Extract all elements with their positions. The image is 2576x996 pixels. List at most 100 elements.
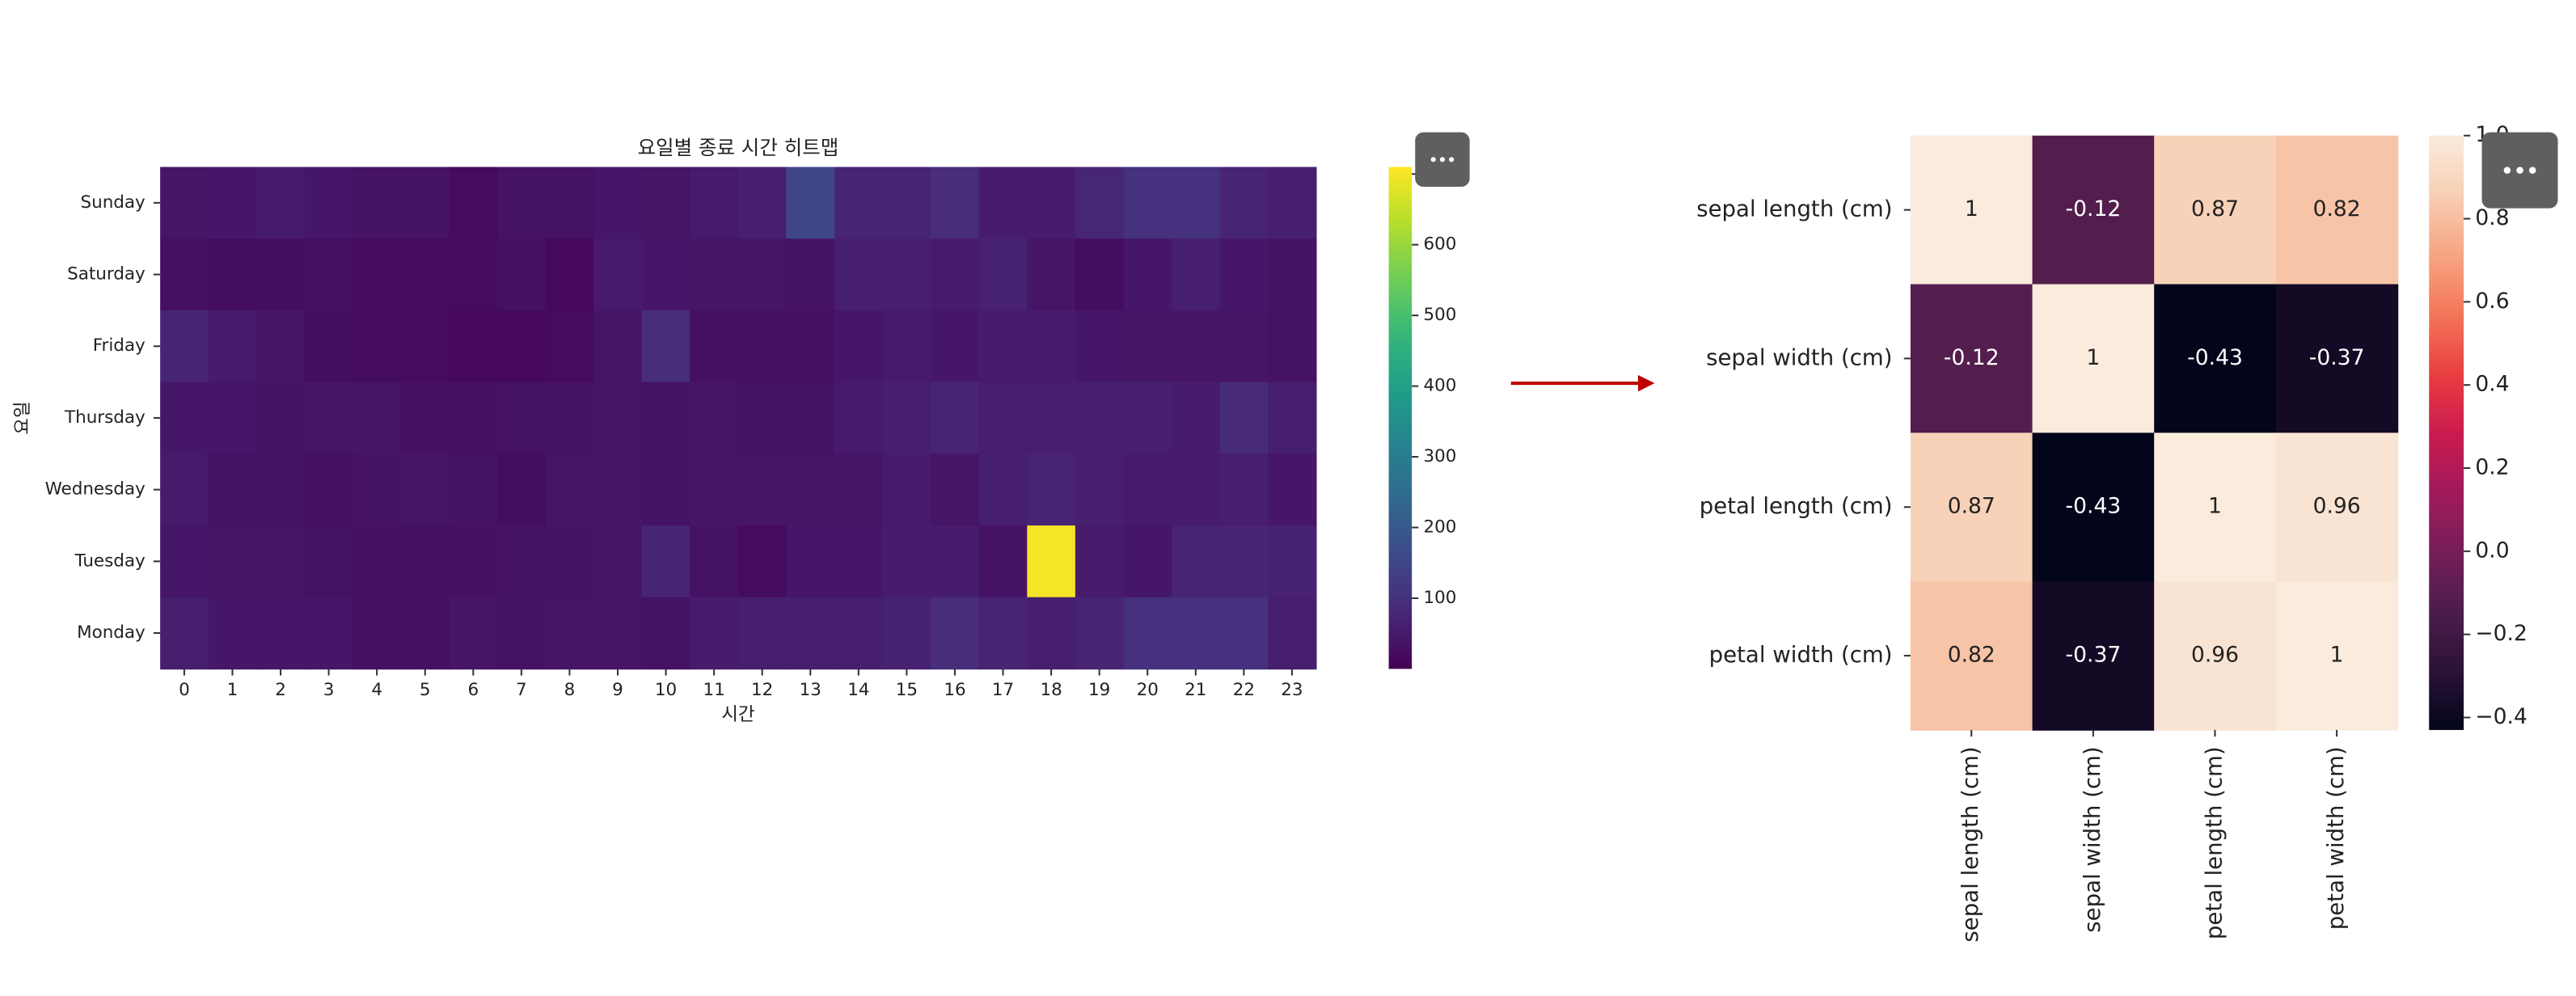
heat-cell xyxy=(545,454,595,526)
heat-cell xyxy=(160,167,209,240)
heat-cell xyxy=(641,597,691,670)
heat-cell xyxy=(1172,167,1221,240)
more-dot xyxy=(2528,167,2536,174)
x-tick-label: sepal width (cm) xyxy=(2079,746,2105,932)
colorbar-tick-label: −0.2 xyxy=(2475,621,2527,646)
heat-cell xyxy=(737,454,788,526)
y-tick-label: petal length (cm) xyxy=(1700,492,1893,519)
heat-cell xyxy=(641,454,691,526)
heat-cell xyxy=(497,525,547,598)
cell-label: -0.12 xyxy=(2066,196,2122,222)
heat-cell xyxy=(1075,382,1125,455)
heat-cell xyxy=(2032,581,2156,731)
heat-cell xyxy=(2154,581,2277,731)
x-tick-label: 21 xyxy=(1185,680,1206,700)
heat-cell xyxy=(690,382,739,455)
heat-cell xyxy=(1027,382,1076,455)
heat-cell xyxy=(1219,382,1269,455)
heat-cell xyxy=(690,238,739,311)
heat-cell xyxy=(690,597,739,670)
heat-cell xyxy=(931,382,980,455)
heat-cell xyxy=(786,525,835,598)
heat-cell xyxy=(1268,454,1317,526)
heat-cell xyxy=(400,310,450,383)
heat-cell xyxy=(593,454,643,526)
heat-cell xyxy=(1075,310,1125,383)
heat-cell xyxy=(256,525,306,598)
x-tick-label: 19 xyxy=(1088,680,1110,700)
heat-cell xyxy=(353,597,402,670)
heat-cell xyxy=(400,238,450,311)
heat-cell xyxy=(834,310,884,383)
heat-cell xyxy=(353,525,402,598)
colorbar-tick-label: 0.0 xyxy=(2475,538,2509,563)
colorbar-tick-label: 100 xyxy=(1423,588,1456,608)
x-tick-label: 23 xyxy=(1281,680,1303,700)
cell-label: 1 xyxy=(2330,643,2344,668)
x-tick-label: 12 xyxy=(751,680,773,700)
heat-cell xyxy=(353,310,402,383)
heat-cell xyxy=(786,238,835,311)
heat-cell xyxy=(641,525,691,598)
x-tick-label: 11 xyxy=(703,680,724,700)
x-tick-label: 18 xyxy=(1040,680,1062,700)
heat-cell xyxy=(1123,597,1172,670)
x-tick-label: petal width (cm) xyxy=(2322,746,2349,930)
y-tick-label: petal width (cm) xyxy=(1709,641,1893,668)
colorbar-tick-label: 400 xyxy=(1423,376,1456,396)
heat-cell xyxy=(449,597,498,670)
heat-cell xyxy=(1075,238,1125,311)
heat-cell xyxy=(931,167,980,240)
heat-cell xyxy=(353,382,402,455)
heat-cell xyxy=(400,525,450,598)
x-axis-label: 시간 xyxy=(721,704,754,725)
heat-cell xyxy=(882,310,931,383)
more-dot xyxy=(1430,157,1436,162)
heat-cell xyxy=(978,310,1028,383)
y-tick-label: Wednesday xyxy=(45,479,146,500)
heat-cell xyxy=(449,382,498,455)
heat-cell xyxy=(593,382,643,455)
heat-cell xyxy=(1172,382,1221,455)
heat-cell xyxy=(497,167,547,240)
heat-cell xyxy=(208,525,258,598)
heat-cell xyxy=(641,382,691,455)
heat-cell xyxy=(400,454,450,526)
heat-cell xyxy=(931,525,980,598)
heat-cell xyxy=(1219,167,1269,240)
x-tick-label: 1 xyxy=(227,680,239,700)
heat-cell xyxy=(882,167,931,240)
heat-cell xyxy=(256,597,306,670)
cell-label: 1 xyxy=(2208,494,2222,519)
heat-cell xyxy=(449,525,498,598)
x-tick-label: 9 xyxy=(612,680,623,700)
cell-label: -0.12 xyxy=(1944,345,2000,370)
heat-cell xyxy=(160,238,209,311)
heat-cell xyxy=(304,525,354,598)
heat-cell xyxy=(786,167,835,240)
heat-cell xyxy=(400,382,450,455)
heat-cell xyxy=(256,310,306,383)
heat-cell xyxy=(931,238,980,311)
heat-cell xyxy=(1172,597,1221,670)
heat-cell xyxy=(2154,284,2277,434)
heat-cell xyxy=(497,382,547,455)
heat-cell xyxy=(545,238,595,311)
heat-cell xyxy=(737,310,788,383)
heat-cell xyxy=(882,382,931,455)
heat-cell xyxy=(593,597,643,670)
heat-cell xyxy=(641,238,691,311)
heat-cell xyxy=(1910,284,2033,434)
x-tick-label: 5 xyxy=(420,680,431,700)
heat-cell xyxy=(2275,135,2399,285)
heat-cell xyxy=(931,454,980,526)
heat-cell xyxy=(2032,135,2156,285)
heat-cell xyxy=(1075,454,1125,526)
heat-cell xyxy=(256,454,306,526)
heat-cell xyxy=(882,238,931,311)
x-tick-label: 4 xyxy=(371,680,382,700)
heat-cell xyxy=(834,597,884,670)
cell-label: 0.82 xyxy=(1948,643,1995,668)
x-tick-label: 15 xyxy=(896,680,918,700)
x-tick-label: 14 xyxy=(847,680,869,700)
